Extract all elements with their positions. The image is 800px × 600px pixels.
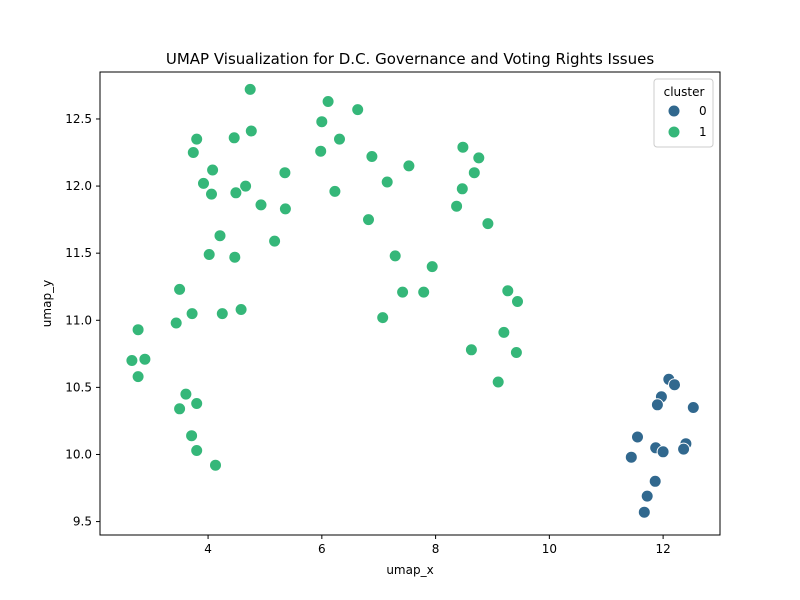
y-tick-label: 11.0	[65, 313, 92, 327]
data-point-cluster-1	[209, 458, 222, 472]
data-point-cluster-1	[131, 323, 145, 337]
y-tick-label: 10.0	[65, 447, 92, 461]
data-point-cluster-1	[388, 249, 402, 263]
data-point-cluster-1	[278, 166, 292, 180]
data-point-cluster-1	[215, 307, 229, 321]
data-point-cluster-1	[190, 444, 204, 457]
data-point-cluster-1	[328, 184, 342, 198]
data-point-cluster-1	[467, 166, 481, 180]
data-point-cluster-1	[402, 159, 416, 173]
data-point-cluster-0	[668, 378, 681, 392]
data-point-cluster-1	[254, 198, 268, 212]
data-point-cluster-0	[624, 450, 638, 464]
y-axis-label: umap_y	[40, 280, 54, 327]
data-point-cluster-1	[190, 397, 204, 410]
data-point-cluster-1	[425, 260, 439, 274]
data-point-cluster-1	[278, 202, 292, 216]
y-tick-label: 11.5	[65, 246, 92, 260]
data-point-cluster-1	[417, 285, 431, 299]
data-point-cluster-1	[362, 213, 375, 227]
data-point-cluster-1	[185, 307, 199, 321]
x-axis-label: umap_x	[386, 563, 433, 577]
data-point-cluster-1	[138, 352, 152, 366]
data-point-cluster-0	[631, 430, 644, 444]
x-tick-label: 12	[655, 542, 670, 556]
chart-title: UMAP Visualization for D.C. Governance a…	[166, 50, 654, 68]
data-point-cluster-1	[190, 132, 204, 146]
x-tick-label: 10	[542, 542, 557, 556]
data-point-cluster-1	[376, 311, 390, 325]
data-point-cluster-1	[464, 343, 478, 357]
data-point-cluster-1	[497, 325, 511, 339]
data-point-cluster-1	[314, 144, 328, 158]
data-point-cluster-1	[315, 115, 329, 129]
data-point-cluster-1	[228, 250, 242, 264]
data-point-cluster-1	[229, 186, 243, 200]
data-point-cluster-1	[186, 146, 200, 159]
data-point-cluster-0	[656, 445, 670, 459]
legend-title: cluster	[664, 85, 705, 99]
data-point-cluster-1	[234, 303, 248, 316]
x-tick-label: 4	[204, 542, 212, 556]
legend-marker-cluster-0	[667, 104, 681, 118]
x-axis-ticks: 4 6 8 10 12	[204, 535, 671, 556]
data-point-cluster-1	[185, 429, 199, 443]
legend-label-cluster-1: 1	[699, 125, 707, 139]
data-point-cluster-1	[197, 176, 210, 190]
data-point-cluster-1	[509, 346, 523, 359]
data-point-cluster-1	[173, 402, 187, 416]
data-point-cluster-1	[333, 132, 346, 146]
data-point-cluster-1	[243, 82, 257, 96]
data-point-cluster-1	[173, 282, 187, 296]
data-point-cluster-1	[481, 217, 495, 231]
data-point-cluster-1	[351, 103, 365, 117]
data-point-cluster-0	[650, 398, 664, 412]
data-point-cluster-1	[511, 295, 524, 308]
data-point-cluster-1	[227, 131, 241, 145]
data-point-cluster-1	[131, 370, 145, 384]
y-axis-ticks: 9.5 10.0 10.5 11.0 11.5 12.0 12.5	[65, 112, 100, 529]
y-tick-label: 12.0	[65, 179, 92, 193]
data-point-cluster-0	[637, 505, 651, 519]
data-point-cluster-0	[648, 474, 662, 488]
y-tick-label: 10.5	[65, 380, 92, 394]
x-tick-label: 6	[318, 542, 326, 556]
data-point-cluster-1	[472, 151, 486, 165]
plot-frame	[99, 71, 721, 536]
data-point-cluster-1	[206, 163, 220, 177]
data-point-cluster-1	[365, 150, 379, 163]
data-point-cluster-1	[380, 175, 394, 189]
y-tick-label: 12.5	[65, 112, 92, 126]
data-point-cluster-1	[450, 199, 464, 213]
data-point-cluster-1	[321, 95, 335, 108]
data-point-cluster-1	[268, 234, 282, 248]
legend: cluster 0 1	[653, 78, 714, 148]
data-point-cluster-1	[491, 375, 505, 389]
data-point-cluster-1	[213, 229, 227, 243]
data-point-cluster-1	[202, 248, 216, 261]
y-tick-label: 9.5	[73, 515, 92, 529]
data-point-cluster-1	[501, 284, 515, 298]
data-point-cluster-0	[677, 442, 691, 456]
legend-label-cluster-0: 0	[699, 104, 707, 118]
data-point-cluster-0	[640, 489, 654, 503]
data-point-cluster-1	[455, 182, 469, 196]
legend-marker-cluster-1	[667, 125, 681, 139]
data-point-cluster-1	[396, 285, 410, 299]
data-point-cluster-1	[179, 387, 193, 401]
x-tick-label: 8	[432, 542, 440, 556]
data-point-cluster-1	[456, 140, 470, 154]
data-point-cluster-1	[205, 187, 218, 201]
data-point-cluster-1	[125, 354, 139, 367]
data-point-cluster-1	[169, 316, 183, 330]
data-point-cluster-1	[239, 179, 253, 193]
points-layer	[125, 82, 700, 519]
data-point-cluster-0	[686, 401, 700, 414]
data-point-cluster-1	[244, 124, 258, 138]
